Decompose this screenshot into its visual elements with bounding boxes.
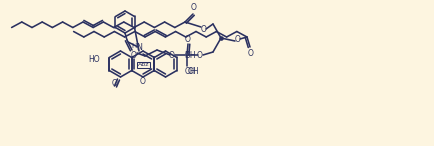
Text: P: P: [184, 51, 189, 60]
Text: O: O: [191, 4, 197, 13]
Text: O: O: [131, 52, 137, 60]
Text: O: O: [169, 52, 174, 60]
Text: OH: OH: [184, 67, 196, 77]
Text: O: O: [197, 52, 203, 60]
Text: OH: OH: [184, 52, 196, 60]
Text: O: O: [184, 35, 191, 45]
Text: O: O: [234, 34, 240, 44]
Text: OH: OH: [187, 67, 199, 77]
Text: Abz: Abz: [138, 62, 149, 67]
Text: N: N: [136, 44, 141, 53]
Text: O: O: [140, 78, 145, 86]
Text: H: H: [131, 43, 136, 49]
Text: O: O: [111, 79, 117, 87]
Text: HO: HO: [88, 54, 99, 64]
Text: O: O: [247, 48, 253, 58]
Text: O: O: [201, 25, 207, 33]
